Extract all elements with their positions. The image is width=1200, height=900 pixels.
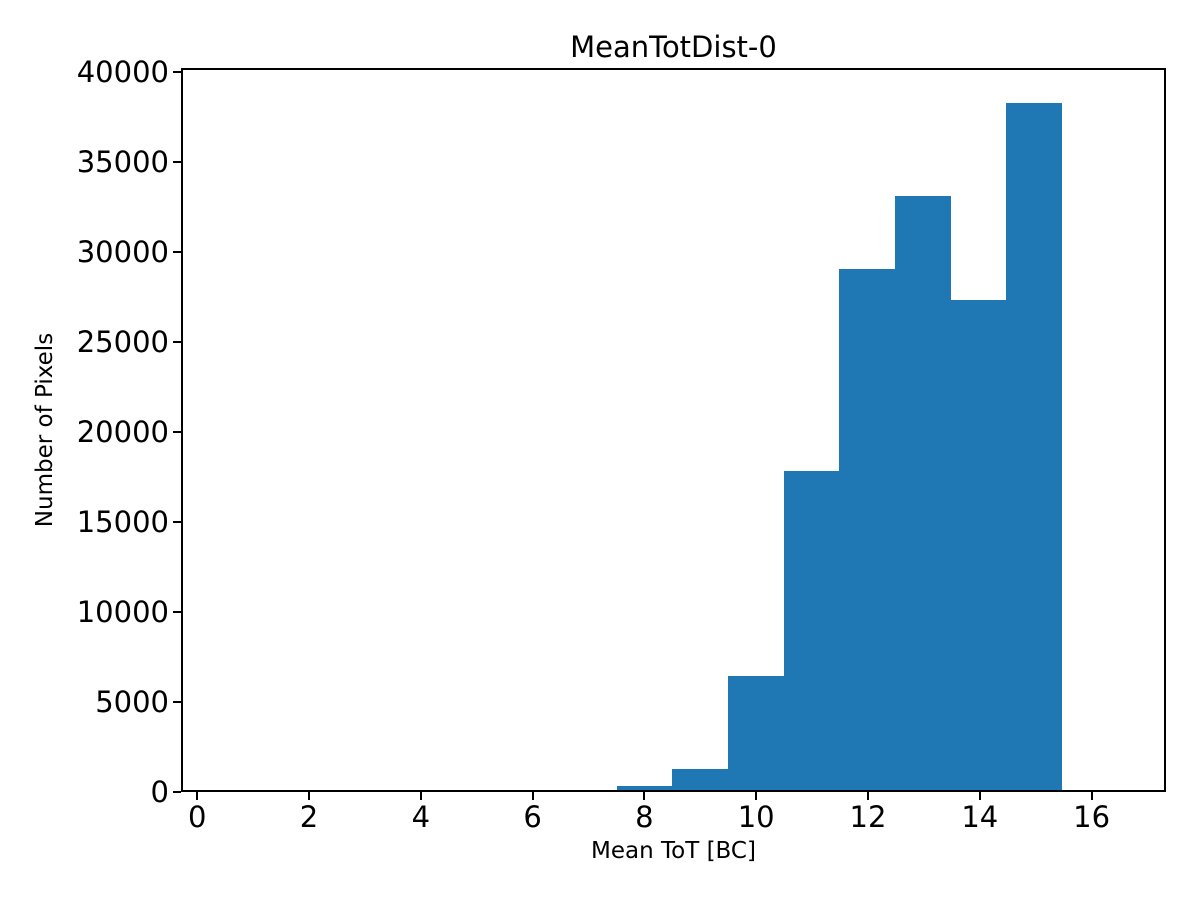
histogram-bar [783,471,840,790]
x-tick-mark [755,792,758,800]
y-axis-label: Number of Pixels [32,332,58,528]
y-tick-mark [173,431,181,433]
y-tick-label: 20000 [76,415,169,449]
x-tick-label: 12 [849,800,887,834]
y-tick-label: 25000 [76,325,169,359]
histogram-bar [616,786,673,790]
y-tick-label: 10000 [76,595,169,629]
y-tick-mark [173,791,181,793]
y-tick-label: 35000 [76,145,169,179]
x-tick-label: 2 [299,800,319,834]
y-tick-label: 5000 [95,685,169,719]
x-tick-mark [643,792,646,800]
x-tick-mark [196,792,199,800]
y-tick-label: 0 [150,775,169,809]
x-tick-mark [867,792,869,800]
x-tick-mark [308,792,310,800]
x-tick-label: 8 [635,800,654,834]
y-tick-mark [173,521,181,523]
x-axis-label: Mean ToT [BC] [591,838,756,864]
histogram-bar [672,768,729,790]
x-tick-label: 0 [187,800,207,834]
x-tick-mark [419,792,422,800]
y-tick-label: 40000 [76,55,169,89]
x-tick-label: 14 [961,800,999,834]
y-tick-label: 15000 [76,505,169,539]
chart-title: MeanTotDist-0 [570,30,777,64]
y-tick-mark [173,71,181,73]
histogram-bar [839,269,896,790]
plot-area [181,68,1166,792]
histogram-bar [950,299,1007,790]
histogram-bar [1006,102,1063,790]
x-tick-mark [978,792,981,800]
y-tick-mark [173,161,181,163]
y-tick-mark [173,251,181,253]
y-tick-label: 30000 [76,235,169,269]
y-tick-mark [173,701,181,703]
x-tick-label: 4 [411,800,431,834]
y-tick-mark [173,341,181,343]
x-tick-mark [1090,792,1093,800]
histogram-bar [728,676,784,790]
x-tick-mark [531,792,534,800]
x-tick-label: 6 [523,800,542,834]
y-tick-mark [173,611,181,613]
x-tick-label: 10 [737,800,775,834]
histogram-bar [895,195,951,790]
x-tick-label: 16 [1073,800,1111,834]
